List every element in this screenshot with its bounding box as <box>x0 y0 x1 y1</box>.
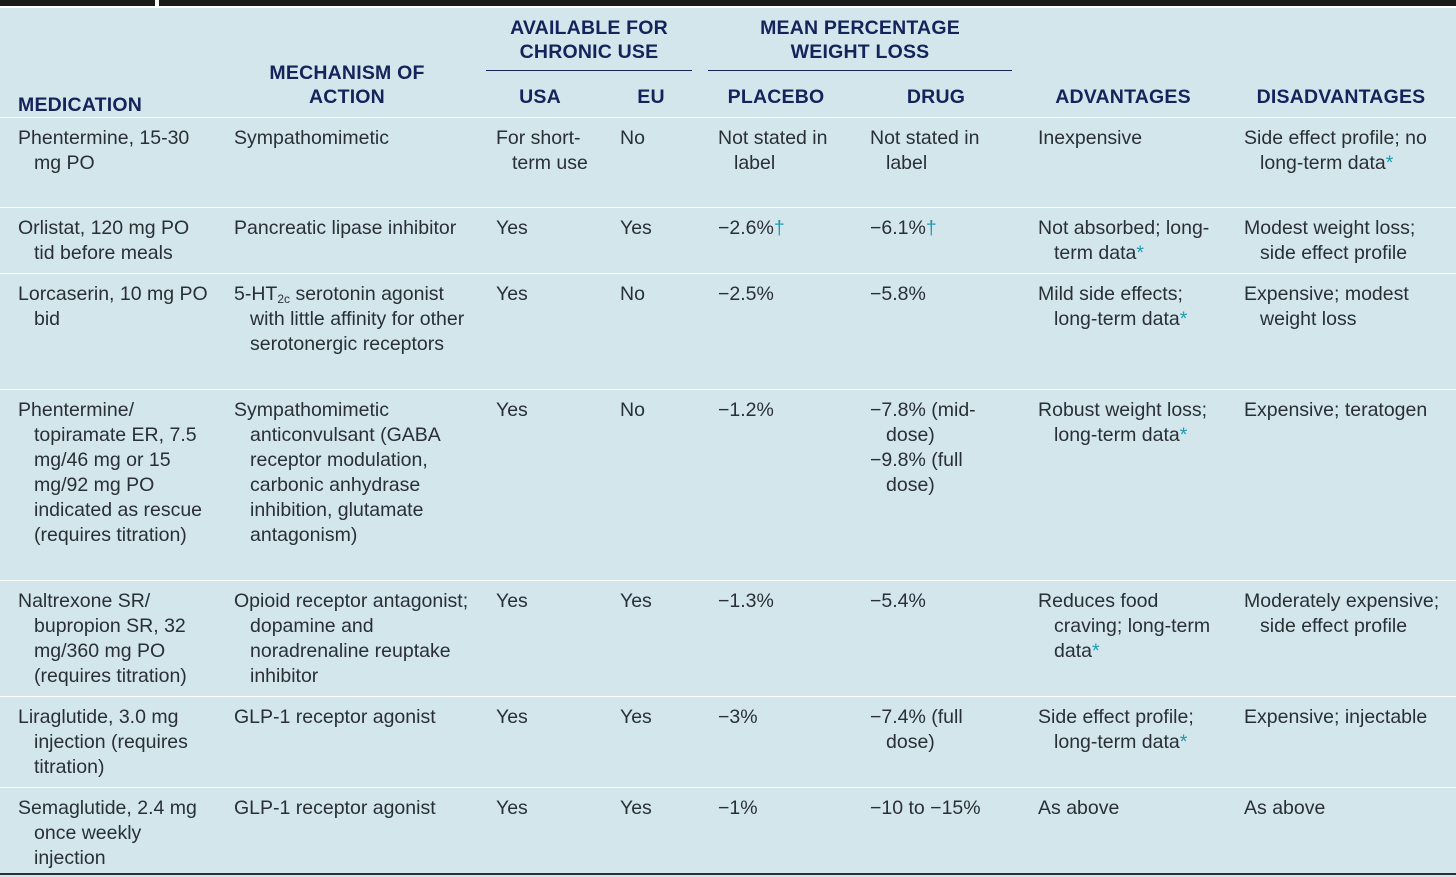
cell-placebo: −1% <box>700 788 852 877</box>
cell-eu: Yes <box>602 208 700 274</box>
cell-medication: Phentermine/ topiramate ER, 7.5 mg/46 mg… <box>0 390 216 581</box>
cell-medication: Phentermine, 15-30 mg PO <box>0 118 216 208</box>
table-row: Orlistat, 120 mg PO tid before meals Pan… <box>0 208 1456 274</box>
table-row: Semaglutide, 2.4 mg once weekly injectio… <box>0 788 1456 877</box>
cell-usa: Yes <box>478 788 602 877</box>
cell-drug: −5.4% <box>852 581 1020 697</box>
cell-eu: No <box>602 390 700 581</box>
cell-placebo: −2.6%† <box>700 208 852 274</box>
group-underline <box>486 70 692 71</box>
header-medication: MEDICATION <box>0 8 216 118</box>
cell-usa: Yes <box>478 274 602 390</box>
cell-placebo: −2.5% <box>700 274 852 390</box>
header-disadvantages: DISADVANTAGES <box>1226 8 1456 118</box>
cell-medication: Orlistat, 120 mg PO tid before meals <box>0 208 216 274</box>
cell-mechanism: GLP-1 receptor agonist <box>216 788 478 877</box>
cell-placebo: −1.3% <box>700 581 852 697</box>
cell-placebo: −1.2% <box>700 390 852 581</box>
cell-disadvantages: As above <box>1226 788 1456 877</box>
cell-placebo: −3% <box>700 697 852 788</box>
cell-usa: Yes <box>478 697 602 788</box>
top-border <box>0 0 1456 8</box>
cell-disadvantages: Modest weight loss; side effect profile <box>1226 208 1456 274</box>
cell-drug: −7.8% (mid-dose)−9.8% (full dose) <box>852 390 1020 581</box>
cell-drug: −5.8% <box>852 274 1020 390</box>
cell-advantages: Reduces food craving; long-term data* <box>1020 581 1226 697</box>
cell-disadvantages: Expensive; injectable <box>1226 697 1456 788</box>
cell-disadvantages: Side effect profile; no long-term data* <box>1226 118 1456 208</box>
cell-disadvantages: Expensive; teratogen <box>1226 390 1456 581</box>
cell-disadvantages: Expensive; modest weight loss <box>1226 274 1456 390</box>
table-row: Lorcaserin, 10 mg PO bid 5-HT2c serotoni… <box>0 274 1456 390</box>
cell-drug: −10 to −15% <box>852 788 1020 877</box>
cell-medication: Liraglutide, 3.0 mg injection (requires … <box>0 697 216 788</box>
cell-usa: Yes <box>478 581 602 697</box>
cell-mechanism: 5-HT2c serotonin agonist with little aff… <box>216 274 478 390</box>
cell-usa: Yes <box>478 208 602 274</box>
cell-medication: Semaglutide, 2.4 mg once weekly injectio… <box>0 788 216 877</box>
cell-medication: Lorcaserin, 10 mg PO bid <box>0 274 216 390</box>
cell-mechanism: GLP-1 receptor agonist <box>216 697 478 788</box>
cell-usa: Yes <box>478 390 602 581</box>
cell-eu: No <box>602 274 700 390</box>
cell-disadvantages: Moderately expensive; side effect profil… <box>1226 581 1456 697</box>
cell-advantages: Side effect profile; long-term data* <box>1020 697 1226 788</box>
cell-placebo: Not stated in label <box>700 118 852 208</box>
cell-advantages: Inexpensive <box>1020 118 1226 208</box>
top-border-right <box>159 0 1456 6</box>
header-placebo: PLACEBO <box>700 77 852 118</box>
cell-eu: No <box>602 118 700 208</box>
cell-medication: Naltrexone SR/ bupropion SR, 32 mg/360 m… <box>0 581 216 697</box>
table-row: Phentermine, 15-30 mg PO Sympathomimetic… <box>0 118 1456 208</box>
header-usa: USA <box>478 77 602 118</box>
cell-eu: Yes <box>602 581 700 697</box>
table-row: Liraglutide, 3.0 mg injection (requires … <box>0 697 1456 788</box>
header-drug: DRUG <box>852 77 1020 118</box>
cell-mechanism: Opioid receptor antagonist; dopamine and… <box>216 581 478 697</box>
group-underline <box>708 70 1012 71</box>
cell-usa: For short-term use <box>478 118 602 208</box>
cell-mechanism: Sympathomimetic <box>216 118 478 208</box>
cell-mechanism: Pancreatic lipase inhibitor <box>216 208 478 274</box>
cell-advantages: Mild side effects; long-term data* <box>1020 274 1226 390</box>
header-advantages: ADVANTAGES <box>1020 8 1226 118</box>
cell-advantages: As above <box>1020 788 1226 877</box>
cell-eu: Yes <box>602 788 700 877</box>
cell-advantages: Robust weight loss; long-term data* <box>1020 390 1226 581</box>
table-row: Naltrexone SR/ bupropion SR, 32 mg/360 m… <box>0 581 1456 697</box>
cell-eu: Yes <box>602 697 700 788</box>
top-border-left <box>0 0 155 6</box>
cell-drug: −7.4% (full dose) <box>852 697 1020 788</box>
cell-mechanism: Sympathomimetic anticonvulsant (GABA rec… <box>216 390 478 581</box>
cell-drug: Not stated in label <box>852 118 1020 208</box>
cell-drug: −6.1%† <box>852 208 1020 274</box>
header-eu: EU <box>602 77 700 118</box>
cell-advantages: Not absorbed; long-term data* <box>1020 208 1226 274</box>
table-row: Phentermine/ topiramate ER, 7.5 mg/46 mg… <box>0 390 1456 581</box>
